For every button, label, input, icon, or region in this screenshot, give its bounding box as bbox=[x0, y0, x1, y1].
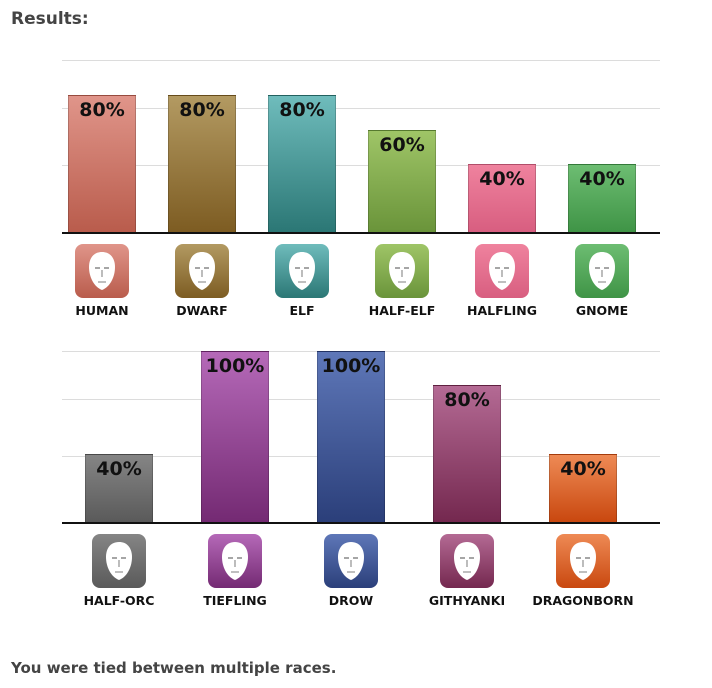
bar-tiefling bbox=[201, 351, 269, 523]
category-label: HALFLING bbox=[467, 303, 537, 318]
bar-halfling bbox=[468, 164, 536, 233]
gridline bbox=[62, 108, 660, 109]
bar-value-label: 40% bbox=[560, 458, 606, 481]
bar-value-label: 80% bbox=[279, 99, 325, 121]
bar-value-label: 40% bbox=[96, 458, 142, 481]
bar-elf bbox=[268, 95, 336, 233]
halfling-face-icon bbox=[475, 244, 529, 298]
category-label: HALF-ORC bbox=[83, 593, 155, 608]
baseline bbox=[62, 522, 660, 524]
gridline bbox=[62, 60, 660, 61]
bar-half-elf bbox=[368, 129, 436, 233]
gridline bbox=[62, 165, 660, 166]
githyanki-face-icon bbox=[440, 534, 494, 588]
dwarf-face-icon bbox=[175, 244, 229, 298]
bar-half-orc bbox=[85, 454, 153, 523]
category-label: HUMAN bbox=[75, 303, 129, 318]
results-heading: Results: bbox=[11, 9, 89, 29]
category-label: DRAGONBORN bbox=[532, 593, 634, 608]
category-label: GNOME bbox=[575, 303, 629, 318]
bar-githyanki bbox=[433, 385, 501, 523]
bar-gnome bbox=[568, 164, 636, 233]
category-label: TIEFLING bbox=[203, 593, 267, 608]
baseline bbox=[62, 232, 660, 234]
bar-value-label: 60% bbox=[379, 133, 425, 156]
half-elf-face-icon bbox=[375, 244, 429, 298]
bar-value-label: 100% bbox=[205, 355, 265, 377]
gnome-face-icon bbox=[575, 244, 629, 298]
bar-human bbox=[68, 95, 136, 233]
bar-value-label: 40% bbox=[479, 168, 525, 190]
elf-face-icon bbox=[275, 244, 329, 298]
bar-value-label: 80% bbox=[179, 99, 225, 121]
dragonborn-face-icon bbox=[556, 534, 610, 588]
tiefling-face-icon bbox=[208, 534, 262, 588]
bar-value-label: 40% bbox=[579, 168, 625, 190]
category-label: DWARF bbox=[176, 303, 228, 318]
category-label: GITHYANKI bbox=[428, 593, 506, 608]
result-summary: You were tied between multiple races. bbox=[11, 659, 337, 677]
bar-value-label: 100% bbox=[321, 355, 381, 377]
drow-face-icon bbox=[324, 534, 378, 588]
category-label: DROW bbox=[328, 593, 374, 608]
bar-value-label: 80% bbox=[79, 99, 125, 121]
bar-drow bbox=[317, 351, 385, 523]
human-face-icon bbox=[75, 244, 129, 298]
category-label: ELF bbox=[289, 303, 315, 318]
bar-value-label: 80% bbox=[444, 389, 490, 412]
category-label: HALF-ELF bbox=[368, 303, 436, 318]
half-orc-face-icon bbox=[92, 534, 146, 588]
